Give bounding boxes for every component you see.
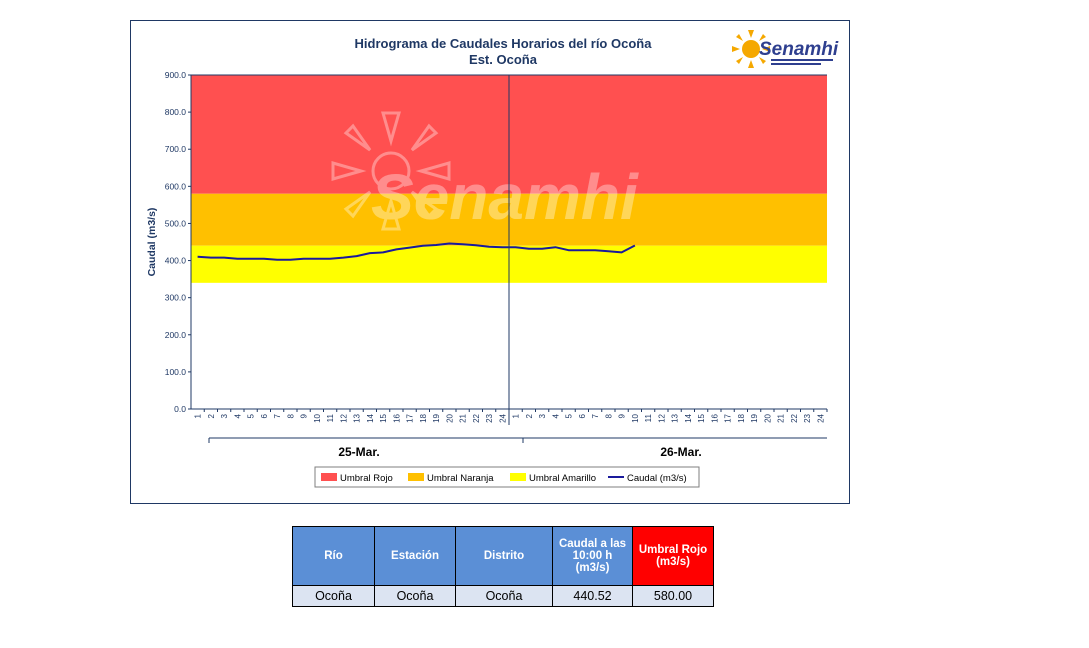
x-tick-label: 20 xyxy=(763,413,772,422)
x-tick-label: 9 xyxy=(300,413,309,418)
x-tick-label: 4 xyxy=(551,413,560,418)
sun-icon xyxy=(742,40,760,58)
x-tick-label: 3 xyxy=(220,413,229,418)
x-tick-label: 1 xyxy=(512,413,521,418)
y-tick-label: 600.0 xyxy=(165,181,187,191)
chart-title: Hidrograma de Caudales Horarios del río … xyxy=(355,36,653,51)
x-tick-label: 16 xyxy=(392,413,401,422)
chart-svg: Senamhi 0.0 100.0 200.0 300.0 400.0 500.0 600.… xyxy=(146,30,839,488)
chart-subtitle: Est. Ocoña xyxy=(469,52,538,67)
x-tick-label: 23 xyxy=(803,413,812,422)
y-tick-label: 700.0 xyxy=(165,144,187,154)
x-tick-label: 21 xyxy=(777,413,786,422)
x-tick-label: 8 xyxy=(286,413,295,418)
x-tick-label: 19 xyxy=(750,413,759,422)
x-tick-label: 4 xyxy=(233,413,242,418)
y-tick-label: 800.0 xyxy=(165,107,187,117)
table-header-row: Río Estación Distrito Caudal a las 10:00… xyxy=(292,526,714,586)
cell-estacion: Ocoña xyxy=(374,585,456,607)
x-tick-label: 10 xyxy=(631,413,640,422)
x-tick-label: 22 xyxy=(790,413,799,422)
header-umbral-rojo: Umbral Rojo (m3/s) xyxy=(632,526,714,586)
x-tick-label: 13 xyxy=(671,413,680,422)
y-tick-label: 900.0 xyxy=(165,70,187,80)
header-caudal: Caudal a las 10:00 h (m3/s) xyxy=(552,526,633,586)
y-tick-label: 300.0 xyxy=(165,293,187,303)
x-tick-label: 7 xyxy=(273,413,282,418)
x-tick-label: 24 xyxy=(498,413,507,422)
x-tick-label: 3 xyxy=(538,413,547,418)
x-tick-label: 9 xyxy=(618,413,627,418)
x-tick-label: 2 xyxy=(525,413,534,418)
legend-label-rojo: Umbral Rojo xyxy=(340,473,393,484)
x-tick-label: 6 xyxy=(578,413,587,418)
x-tick-label: 11 xyxy=(326,413,335,422)
legend-label-naranja: Umbral Naranja xyxy=(427,473,494,484)
x-tick-label: 14 xyxy=(366,413,375,422)
x-tick-label: 19 xyxy=(432,413,441,422)
x-tick-label: 24 xyxy=(816,413,825,422)
x-tick-label: 16 xyxy=(710,413,719,422)
legend-label-amarillo: Umbral Amarillo xyxy=(529,473,596,484)
table-row: Ocoña Ocoña Ocoña 440.52 580.00 xyxy=(292,585,714,607)
hydrograph-chart: Senamhi 0.0 100.0 200.0 300.0 400.0 500.0 600.… xyxy=(130,20,850,504)
x-tick-label: 22 xyxy=(472,413,481,422)
x-tick-label: 17 xyxy=(406,413,415,422)
x-tick-label: 8 xyxy=(604,413,613,418)
x-tick-label: 13 xyxy=(353,413,362,422)
legend-swatch-rojo xyxy=(321,473,337,481)
chart-legend: Umbral Rojo Umbral Naranja Umbral Amaril… xyxy=(314,466,700,488)
x-tick-label: 10 xyxy=(313,413,322,422)
y-axis-label: Caudal (m3/s) xyxy=(146,208,158,277)
legend-swatch-amarillo xyxy=(510,473,526,481)
x-tick-label: 5 xyxy=(565,413,574,418)
y-tick-label: 500.0 xyxy=(165,218,187,228)
senamhi-watermark: Senamhi xyxy=(331,111,639,233)
x-tick-label: 20 xyxy=(445,413,454,422)
x-tick-label: 14 xyxy=(684,413,693,422)
senamhi-logo: Senamhi xyxy=(732,30,839,68)
x-tick-label: 5 xyxy=(247,413,256,418)
cell-umbral-rojo: 580.00 xyxy=(632,585,714,607)
legend-label-caudal: Caudal (m3/s) xyxy=(627,473,687,484)
header-estacion: Estación xyxy=(374,526,456,586)
x-tick-label: 7 xyxy=(591,413,600,418)
cell-caudal: 440.52 xyxy=(552,585,633,607)
x-tick-label: 23 xyxy=(485,413,494,422)
x-tick-label: 15 xyxy=(379,413,388,422)
day-label-26-mar: 26-Mar. xyxy=(660,445,701,459)
x-tick-label: 17 xyxy=(724,413,733,422)
x-tick-label: 12 xyxy=(339,413,348,422)
watermark-text: Senamhi xyxy=(371,161,639,233)
series-line-caudal xyxy=(197,242,636,261)
logo-text: Senamhi xyxy=(759,39,839,60)
y-tick-label: 200.0 xyxy=(165,330,187,340)
x-tick-label: 12 xyxy=(657,413,666,422)
x-tick-label: 21 xyxy=(459,413,468,422)
day-axis: 25-Mar. 26-Mar. xyxy=(208,437,827,459)
x-tick-label: 18 xyxy=(737,413,746,422)
x-tick-label: 15 xyxy=(697,413,706,422)
x-tick-label: 6 xyxy=(260,413,269,418)
header-rio: Río xyxy=(292,526,375,586)
y-tick-label: 400.0 xyxy=(165,256,187,266)
x-tick-label: 18 xyxy=(419,413,428,422)
y-tick-label: 0.0 xyxy=(174,404,186,414)
cell-distrito: Ocoña xyxy=(455,585,553,607)
y-tick-label: 100.0 xyxy=(165,367,187,377)
cell-rio: Ocoña xyxy=(292,585,375,607)
station-info-table: Río Estación Distrito Caudal a las 10:00… xyxy=(292,526,714,607)
x-tick-label: 11 xyxy=(644,413,653,422)
header-distrito: Distrito xyxy=(455,526,553,586)
x-tick-label: 2 xyxy=(207,413,216,418)
day-label-25-mar: 25-Mar. xyxy=(338,445,379,459)
x-tick-label: 1 xyxy=(194,413,203,418)
legend-swatch-naranja xyxy=(408,473,424,481)
